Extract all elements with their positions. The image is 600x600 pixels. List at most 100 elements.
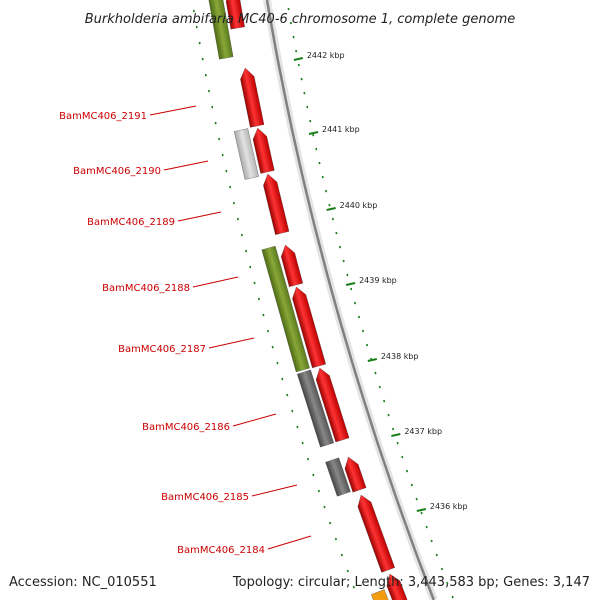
- kbp-label: 2442 kbp: [307, 51, 345, 60]
- inner-tick: [317, 489, 320, 493]
- tick-marks: [192, 7, 454, 599]
- inner-tick: [201, 57, 204, 61]
- gene-label: BamMC406_2190: [73, 166, 161, 177]
- outer-tick: [335, 231, 338, 235]
- outer-tick: [405, 469, 409, 473]
- inner-tick: [229, 185, 232, 189]
- gene-leader-line: [192, 276, 239, 288]
- outer-tick: [401, 455, 404, 459]
- inner-tick: [262, 313, 265, 317]
- outer-tick: [374, 371, 377, 375]
- outer-tick: [338, 245, 342, 249]
- outer-tick: [396, 441, 399, 445]
- inner-tick: [249, 265, 252, 269]
- gene-forward: [357, 494, 395, 573]
- kbp-label: 2438 kbp: [381, 352, 419, 361]
- outer-tick: [440, 567, 444, 571]
- outer-tick: [430, 539, 433, 543]
- inner-tick: [195, 25, 198, 29]
- outer-tick: [420, 511, 423, 515]
- inner-tick: [240, 233, 243, 237]
- outer-tick: [331, 217, 334, 221]
- genes: [207, 0, 411, 600]
- gene-olive: [261, 245, 310, 373]
- inner-tick: [271, 345, 274, 349]
- outer-tick: [425, 525, 428, 529]
- outer-tick: [383, 399, 386, 403]
- inner-tick: [218, 137, 221, 141]
- inner-tick: [323, 505, 326, 509]
- gene-label: BamMC406_2189: [87, 217, 175, 228]
- gene-label: BamMC406_2186: [142, 422, 230, 433]
- inner-tick: [192, 9, 195, 13]
- outer-tick: [353, 301, 357, 305]
- outer-tick: [315, 147, 318, 151]
- gene-forward: [386, 573, 411, 600]
- gene-label: BamMC406_2188: [102, 283, 190, 294]
- outer-tick: [300, 77, 303, 81]
- outer-tick: [328, 203, 331, 207]
- outer-tick: [292, 35, 295, 39]
- outer-tick: [415, 497, 418, 501]
- kbp-major-tick: [391, 433, 401, 437]
- outer-tick: [290, 21, 293, 25]
- outer-tick: [312, 133, 315, 137]
- backbone-shadow: [263, 0, 438, 600]
- outer-tick: [391, 427, 395, 431]
- genome-summary-text: Topology: circular; Length: 3,443,583 bp…: [232, 575, 590, 590]
- kbp-label: 2439 kbp: [359, 276, 397, 285]
- gene-leader-line: [232, 413, 277, 427]
- inner-tick: [266, 329, 270, 333]
- inner-tick: [301, 441, 304, 445]
- inner-tick: [198, 41, 201, 45]
- gene-orange: [371, 589, 393, 600]
- inner-tick: [244, 249, 248, 253]
- inner-tick: [236, 217, 239, 221]
- inner-tick: [340, 553, 343, 557]
- gene-forward: [315, 367, 350, 443]
- gene-dark: [325, 457, 351, 497]
- outer-tick: [451, 595, 454, 599]
- inner-tick: [306, 457, 310, 461]
- inner-tick: [312, 473, 315, 477]
- outer-tick: [342, 259, 345, 263]
- inner-tick: [225, 169, 228, 173]
- gene-light: [233, 128, 259, 180]
- outer-tick: [321, 175, 324, 179]
- inner-tick: [334, 537, 338, 541]
- outer-tick: [306, 105, 309, 109]
- kbp-major-tick: [293, 57, 304, 61]
- inner-tick: [214, 121, 217, 125]
- outer-tick: [287, 7, 290, 11]
- outer-tick: [446, 581, 449, 585]
- map-title: Burkholderia ambifaria MC40-6 chromosome…: [85, 12, 515, 27]
- gene-label: BamMC406_2191: [59, 111, 147, 122]
- gene-leader-line: [208, 337, 255, 349]
- inner-tick: [291, 409, 294, 413]
- gene-forward: [252, 127, 275, 174]
- gene-forward: [292, 286, 326, 369]
- kbp-label: 2440 kbp: [340, 201, 378, 210]
- outer-tick: [346, 273, 349, 277]
- kbp-major-tick: [345, 282, 356, 286]
- outer-tick: [325, 189, 328, 193]
- kbp-major-tick: [308, 131, 319, 135]
- backbone: [263, 0, 438, 600]
- inner-tick: [204, 73, 207, 77]
- outer-tick: [366, 343, 369, 347]
- inner-tick: [221, 153, 224, 157]
- gene-olive: [207, 0, 234, 60]
- inner-tick: [352, 585, 355, 589]
- outer-tick: [387, 413, 390, 417]
- gene-label: BamMC406_2187: [118, 344, 206, 355]
- outer-tick: [435, 553, 438, 557]
- gene-leader-line: [149, 105, 197, 116]
- accession-text: Accession: NC_010551: [9, 575, 157, 590]
- inner-tick: [281, 377, 284, 381]
- inner-tick: [232, 201, 235, 205]
- inner-tick: [329, 521, 332, 525]
- kbp-label: 2441 kbp: [322, 125, 360, 134]
- gene-label: BamMC406_2184: [177, 545, 265, 556]
- outer-tick: [350, 287, 353, 291]
